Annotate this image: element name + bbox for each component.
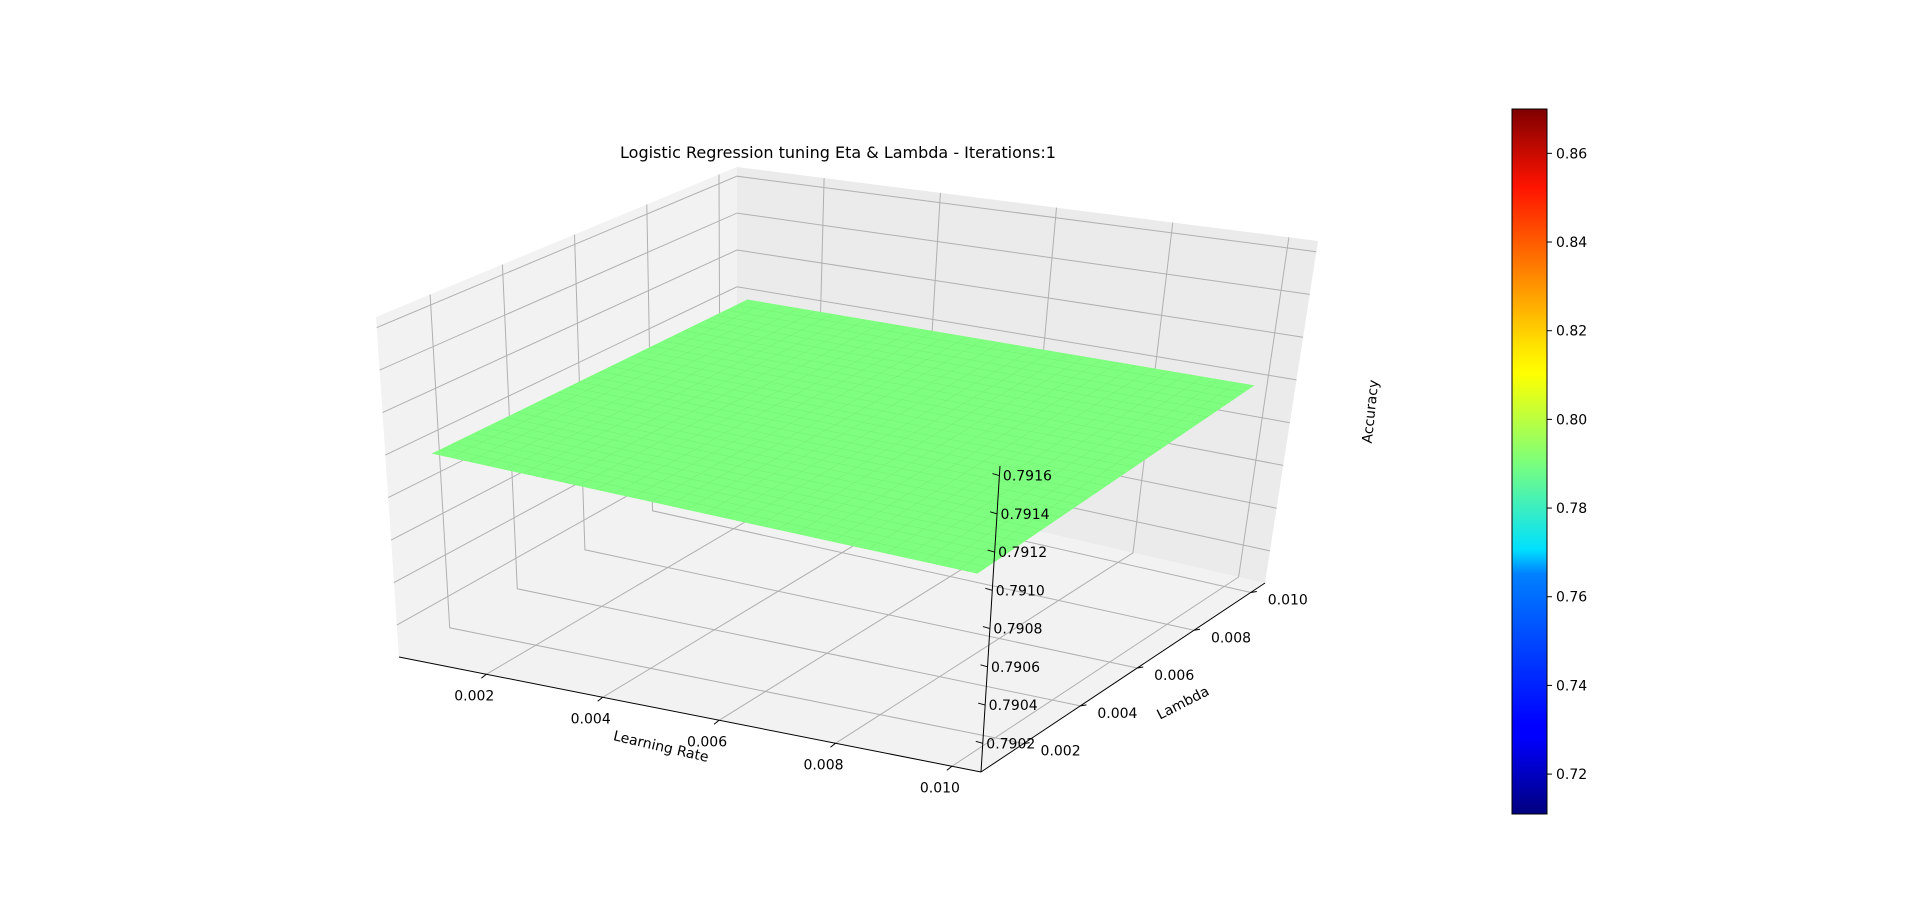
z-tick-label: 0.7904	[989, 698, 1038, 714]
x-tick-mark	[830, 742, 836, 748]
y-axis-line	[980, 582, 1266, 773]
x-tick-label: 0.004	[571, 711, 611, 727]
surface-mesh-line	[940, 379, 1220, 566]
colorbar-tick-label: 0.78	[1556, 501, 1587, 517]
y-tick-label: 0.008	[1211, 630, 1251, 646]
grid-line-z-5	[382, 249, 1304, 414]
y-tick-mark	[1023, 742, 1030, 745]
x-tick-mark	[480, 673, 487, 679]
y-tick-label: 0.004	[1097, 706, 1137, 722]
colorbar-tick-label: 0.74	[1556, 678, 1587, 694]
surface-mesh-line	[716, 315, 1226, 405]
y-tick-label: 0.010	[1268, 592, 1308, 608]
colorbar-tick-label: 0.72	[1556, 767, 1587, 783]
colorbar-tick-label: 0.76	[1556, 590, 1587, 606]
y-tick-mark	[1137, 666, 1144, 669]
surface-mesh-line	[736, 304, 1245, 393]
y-tick-label: 0.002	[1041, 744, 1081, 760]
grid-line-y-0	[429, 294, 1024, 745]
z-tick-mark	[987, 549, 995, 553]
x-tick-mark	[597, 696, 604, 702]
z-tick-label: 0.7906	[991, 660, 1040, 676]
grid-line-x-3	[835, 222, 1174, 744]
y-tick-mark	[1250, 590, 1257, 593]
surface-mesh-line	[726, 309, 1235, 399]
y-tick-label: 0.006	[1154, 668, 1194, 684]
colorbar-tick-label: 0.86	[1556, 146, 1587, 162]
x-axis-line	[398, 656, 982, 773]
colorbar-gradient	[1511, 108, 1548, 815]
z-tick-label: 0.7902	[986, 736, 1035, 752]
y-tick-mark	[1193, 628, 1201, 631]
z-tick-mark	[985, 587, 993, 591]
z-tick-label: 0.7908	[993, 622, 1042, 638]
grid-line-y-1	[501, 264, 1081, 707]
x-tick-mark	[713, 719, 720, 725]
x-tick-mark	[946, 765, 953, 771]
surface-mesh-line	[904, 374, 1186, 558]
axis-lines	[398, 465, 1266, 773]
z-tick-mark	[982, 626, 991, 630]
surface-mesh-line	[958, 382, 1237, 570]
z-tick-label: 0.7912	[998, 545, 1047, 561]
grid-line-y-3	[646, 204, 1195, 631]
surface-mesh-line	[922, 376, 1203, 562]
x-tick-label: 0.008	[803, 757, 843, 773]
surface-mesh-line	[705, 320, 1217, 411]
grid-line-y-2	[574, 234, 1138, 669]
grid-line-z-6	[379, 212, 1310, 371]
z-tick-label: 0.7914	[1001, 507, 1050, 523]
chart-title: Logistic Regression tuning Eta & Lambda …	[620, 143, 1056, 162]
z-tick-label: 0.7916	[1003, 469, 1052, 485]
z-tick-mark	[975, 740, 983, 744]
z-tick-label: 0.7910	[996, 583, 1045, 599]
z-axis-line	[980, 465, 1001, 773]
grid-line-z-7	[376, 175, 1317, 329]
z-tick-mark	[992, 473, 1000, 477]
x-tick-label: 0.002	[454, 688, 494, 704]
z-tick-mark	[978, 702, 986, 706]
colorbar-ticks: 0.72 0.74 0.76 0.78 0.80 0.82 0.84 0.86	[1547, 146, 1587, 783]
grid-line-x-4	[951, 237, 1290, 767]
colorbar-tick-label: 0.80	[1556, 412, 1587, 428]
grid-line-z-4	[385, 286, 1297, 456]
colorbar-tick-label: 0.84	[1556, 235, 1587, 251]
colorbar: 0.72 0.74 0.76 0.78 0.80 0.82 0.84 0.86	[1511, 108, 1587, 815]
surface-plane	[431, 299, 1255, 574]
z-axis-ticks: 0.7902 0.7904 0.7906 0.7908 0.7910 0.7912 0.79…	[975, 469, 1052, 752]
z-axis-label: Accuracy	[1360, 379, 1383, 444]
colorbar-tick-label: 0.82	[1556, 324, 1587, 340]
y-tick-mark	[1080, 704, 1087, 707]
x-axis-ticks: 0.002 0.004 0.006 0.008 0.010	[454, 673, 960, 796]
floor-pane	[399, 462, 1265, 772]
z-tick-mark	[980, 664, 988, 668]
surface-mesh-line	[695, 325, 1208, 418]
z-tick-mark	[989, 511, 998, 515]
x-tick-label: 0.010	[920, 780, 960, 796]
x-tick-label: 0.006	[687, 734, 727, 750]
y-axis-label: Lambda	[1154, 684, 1211, 724]
y-axis-ticks: 0.002 0.004 0.006 0.008 0.010	[1023, 590, 1308, 760]
